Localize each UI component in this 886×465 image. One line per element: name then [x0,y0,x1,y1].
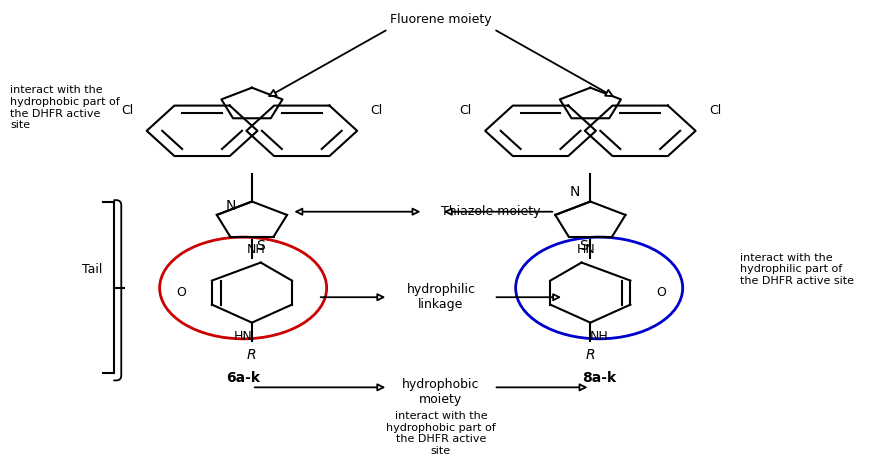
Text: interact with the
hydrophobic part of
the DHFR active
site: interact with the hydrophobic part of th… [10,85,120,130]
Text: N: N [226,199,236,213]
Text: interact with the
hydrophobic part of
the DHFR active
site: interact with the hydrophobic part of th… [386,411,496,456]
Text: 8a-k: 8a-k [582,371,617,385]
Text: R: R [586,348,595,362]
Text: N: N [570,185,579,199]
Text: Thiazole moiety: Thiazole moiety [441,205,540,218]
Text: R: R [247,348,257,362]
Text: hydrophilic
linkage: hydrophilic linkage [407,283,476,311]
Text: Cl: Cl [460,104,472,117]
Text: 6a-k: 6a-k [226,371,260,385]
Text: HN: HN [577,243,595,256]
Text: interact with the
hydrophilic part of
the DHFR active site: interact with the hydrophilic part of th… [740,253,854,286]
Text: HN: HN [234,330,253,343]
Text: O: O [176,286,186,299]
Text: hydrophobic
moiety: hydrophobic moiety [402,378,479,406]
Text: Tail: Tail [82,263,103,276]
Text: NH: NH [590,330,609,343]
Text: S: S [256,239,265,253]
Text: NH: NH [247,243,266,256]
Text: O: O [657,286,666,299]
Text: Cl: Cl [370,104,383,117]
Text: Fluorene moiety: Fluorene moiety [390,13,492,26]
Text: Cl: Cl [121,104,134,117]
Text: Cl: Cl [709,104,721,117]
Text: S: S [579,239,588,253]
